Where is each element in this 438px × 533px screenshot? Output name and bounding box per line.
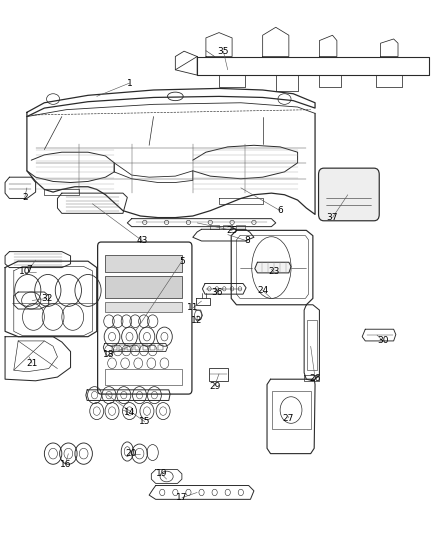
Text: 2: 2 [22,193,28,202]
Text: 36: 36 [211,287,223,296]
Text: 24: 24 [257,286,268,295]
Text: 17: 17 [176,493,187,502]
Bar [106,302,182,312]
Text: 30: 30 [377,336,389,345]
Bar [307,320,317,370]
Bar [106,368,182,384]
Bar [143,345,148,351]
Bar [150,345,155,351]
Text: 15: 15 [139,417,151,426]
Text: 19: 19 [155,470,167,478]
Text: 27: 27 [283,414,293,423]
Text: 10: 10 [19,268,31,276]
Text: 37: 37 [327,213,338,222]
Bar [120,345,125,351]
Text: 18: 18 [103,350,115,359]
Text: 23: 23 [268,268,279,276]
Text: 5: 5 [179,257,185,265]
Text: 11: 11 [187,303,198,312]
Text: 6: 6 [277,206,283,215]
Text: 20: 20 [125,449,137,458]
Bar [272,391,311,429]
Text: 43: 43 [137,237,148,246]
Bar [127,345,133,351]
Bar [158,345,163,351]
Polygon shape [255,262,291,273]
Bar [112,345,117,351]
Text: 21: 21 [26,359,38,368]
Bar [106,276,182,298]
Text: 25: 25 [226,226,238,235]
Text: 16: 16 [60,460,71,469]
Text: 35: 35 [218,47,229,55]
Text: 7: 7 [26,265,32,273]
Text: 32: 32 [41,294,52,303]
Bar [106,255,182,272]
Text: 1: 1 [127,78,132,87]
Bar [209,368,228,381]
Bar [135,345,141,351]
Text: 8: 8 [244,237,250,246]
Text: 26: 26 [309,374,321,383]
FancyBboxPatch shape [318,168,379,221]
Text: 29: 29 [209,382,220,391]
Text: 14: 14 [124,408,135,417]
Text: 12: 12 [191,316,202,325]
